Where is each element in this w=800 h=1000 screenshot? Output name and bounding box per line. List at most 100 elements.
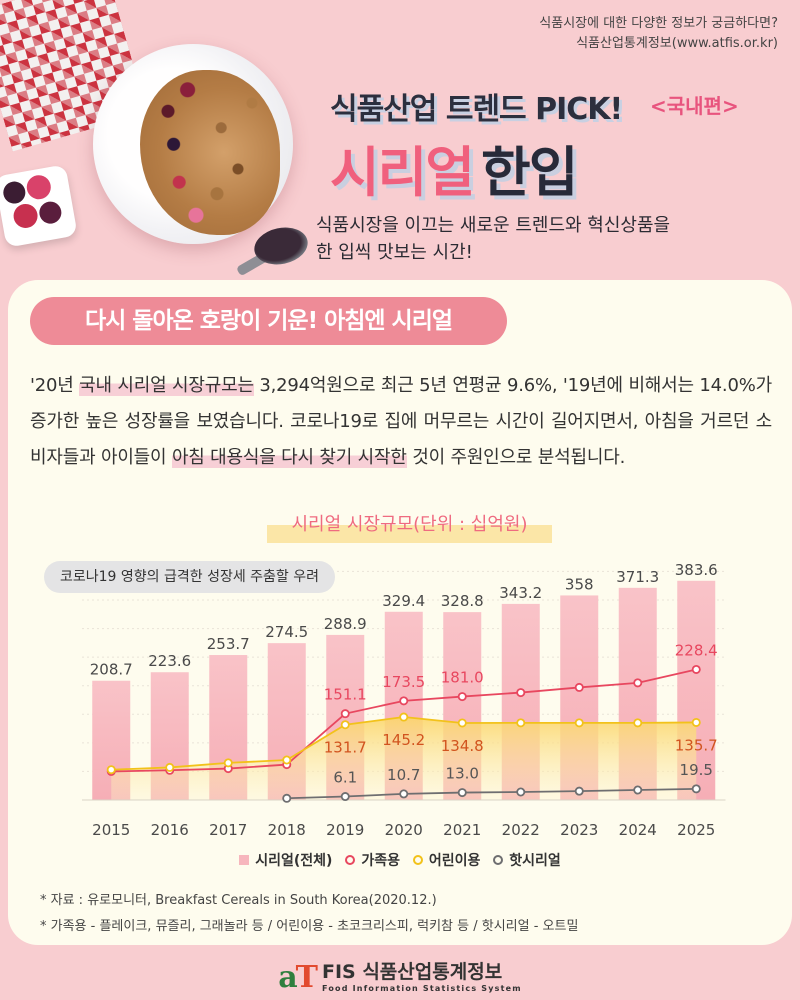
x-tick-2019: 2019 [326, 821, 364, 839]
chart-legend: 시리얼(전체) 가족용 어린이용 핫시리얼 [0, 850, 800, 870]
point-kids-2025 [691, 717, 701, 727]
label-family-2021: 181.0 [441, 669, 484, 687]
x-tick-2024: 2024 [619, 821, 657, 839]
point-hot-2020 [399, 789, 409, 799]
label-total-2017: 253.7 [207, 635, 250, 653]
label-total-2020: 329.4 [382, 592, 425, 610]
granola-topping-image [140, 70, 280, 235]
legend-label: 가족용 [361, 853, 400, 869]
legend-swatch-circle [493, 855, 504, 865]
label-kids-2021: 134.8 [441, 737, 484, 755]
point-kids-2016 [165, 762, 175, 772]
section-heading: 다시 돌아온 호랑이 기운! 아침엔 시리얼 [30, 297, 507, 345]
para-text: '20년 [30, 375, 80, 396]
at-logo-icon: aT [278, 960, 318, 995]
domestic-tag: <국내편> [650, 94, 739, 118]
label-hot-2021: 13.0 [446, 765, 479, 783]
point-hot-2019 [340, 792, 350, 802]
point-kids-2022 [516, 718, 526, 728]
label-total-2025: 383.6 [675, 561, 718, 579]
footnote-categories: * 가족용 - 플레이크, 뮤즐리, 그래놀라 등 / 어린이용 - 초코크리스… [40, 919, 579, 934]
legend-swatch-square [239, 855, 250, 865]
point-family-2021 [457, 692, 467, 702]
label-kids-2025: 135.7 [675, 736, 718, 754]
intro-paragraph: '20년 국내 시리얼 시장규모는 3,294억원으로 최근 5년 연평균 9.… [30, 368, 772, 476]
legend-swatch-circle [345, 855, 356, 865]
label-family-2019: 151.1 [324, 686, 367, 704]
main-title: 시리얼 한입 [330, 128, 578, 207]
point-kids-2017 [223, 758, 233, 768]
label-family-2025: 228.4 [675, 641, 718, 659]
point-family-2025 [691, 664, 701, 674]
label-total-2021: 328.8 [441, 592, 484, 610]
label-total-2023: 358 [565, 575, 594, 593]
x-tick-2022: 2022 [502, 821, 540, 839]
label-kids-2019: 131.7 [324, 739, 367, 757]
logo-a: a [278, 960, 298, 995]
point-hot-2018 [282, 793, 292, 803]
label-family-2020: 173.5 [382, 673, 425, 691]
site-info-line2: 식품산업통계정보(www.atfis.or.kr) [576, 36, 778, 51]
site-info: 식품시장에 대한 다양한 정보가 궁금하다면? 식품산업통계정보(www.atf… [539, 14, 778, 54]
x-tick-2016: 2016 [151, 821, 189, 839]
legend-item-kids: 어린이용 [412, 850, 481, 870]
legend-label: 핫시리얼 [509, 853, 561, 869]
subtitle: 식품시장을 이끄는 새로운 트렌드와 혁신상품을 한 입씩 맛보는 시간! [316, 212, 670, 266]
point-hot-2021 [457, 788, 467, 798]
main-title-cereal: 시리얼 [330, 141, 475, 204]
label-total-2018: 274.5 [265, 623, 308, 641]
subtitle-line2: 한 입씩 맛보는 시간! [316, 242, 473, 263]
subtitle-line1: 식품시장을 이끄는 새로운 트렌드와 혁신상품을 [316, 215, 671, 236]
para-highlight-market-size: 국내 시리얼 시장규모는 [79, 375, 254, 396]
legend-label: 시리얼(전체) [255, 853, 333, 869]
logo-sub-text: Food Information Statistics System [321, 983, 522, 993]
legend-item-family: 가족용 [345, 850, 400, 870]
x-tick-2021: 2021 [443, 821, 481, 839]
logo-t: T [295, 960, 318, 995]
footnote-source: * 자료 : 유로모니터, Breakfast Cereals in South… [40, 893, 437, 908]
label-hot-2020: 10.7 [387, 766, 420, 784]
main-title-bite: 한입 [481, 141, 578, 204]
point-hot-2025 [691, 784, 701, 794]
point-hot-2022 [516, 787, 526, 797]
legend-label: 어린이용 [428, 853, 481, 869]
chart-title-highlight [267, 525, 552, 543]
point-kids-2021 [457, 718, 467, 728]
label-total-2022: 343.2 [499, 584, 542, 602]
label-total-2016: 223.6 [148, 652, 191, 670]
point-family-2020 [399, 696, 409, 706]
point-family-2024 [633, 678, 643, 688]
point-hot-2023 [574, 786, 584, 796]
point-kids-2024 [633, 718, 643, 728]
point-kids-2018 [282, 755, 292, 765]
annotation-note: 코로나19 영향의 급격한 성장세 주춤할 우려 [44, 561, 336, 593]
point-kids-2023 [574, 718, 584, 728]
site-info-line1: 식품시장에 대한 다양한 정보가 궁금하다면? [539, 16, 778, 31]
x-tick-2023: 2023 [560, 821, 598, 839]
x-tick-2018: 2018 [268, 821, 306, 839]
point-hot-2024 [633, 785, 643, 795]
chart-title: 시리얼 시장규모(단위 : 십억원) [291, 514, 528, 535]
para-text: 것이 주원인으로 분석됩니다. [406, 447, 626, 468]
series-title: 식품산업 트렌드 PICK! [330, 92, 623, 127]
legend-item-hot: 핫시리얼 [493, 850, 561, 870]
x-tick-2015: 2015 [92, 821, 130, 839]
label-kids-2020: 145.2 [382, 731, 425, 749]
point-family-2019 [340, 709, 350, 719]
point-kids-2020 [399, 712, 409, 722]
legend-swatch-circle [412, 855, 423, 865]
kids-area-fill [111, 717, 697, 800]
point-kids-2019 [340, 720, 350, 730]
footer-logo: aT FIS 식품산업통계정보 Food Information Statist… [0, 955, 800, 1000]
logo-main-text: FIS 식품산업통계정보 [321, 960, 503, 983]
point-family-2023 [574, 682, 584, 692]
line-hot [286, 787, 697, 800]
label-total-2015: 208.7 [90, 661, 133, 679]
point-kids-2015 [106, 765, 116, 775]
footnotes: * 자료 : 유로모니터, Breakfast Cereals in South… [40, 888, 578, 940]
label-hot-2019: 6.1 [333, 769, 357, 787]
fis-logo-text: FIS 식품산업통계정보 Food Information Statistics… [321, 960, 522, 993]
x-tick-2020: 2020 [385, 821, 423, 839]
x-tick-2025: 2025 [677, 821, 715, 839]
